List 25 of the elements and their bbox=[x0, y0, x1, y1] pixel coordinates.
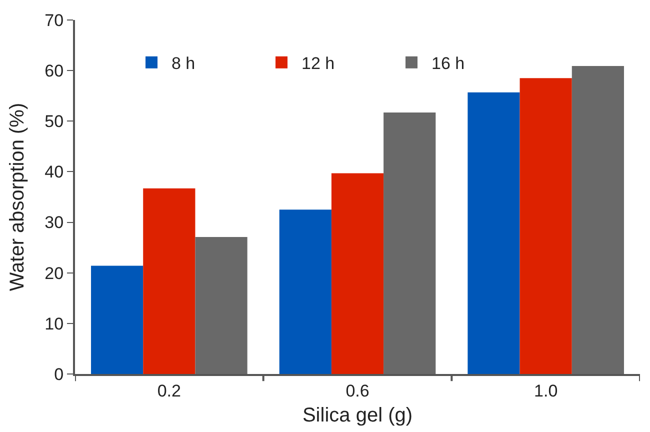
legend-label: 8 h bbox=[172, 54, 196, 73]
bar bbox=[279, 210, 332, 374]
bar bbox=[195, 236, 248, 374]
y-tick-label: 70 bbox=[44, 10, 64, 30]
y-tick-label: 30 bbox=[44, 213, 64, 232]
bar bbox=[520, 78, 572, 374]
y-tick-label: 50 bbox=[44, 112, 64, 132]
bar bbox=[468, 92, 520, 374]
x-tick-label: 1.0 bbox=[534, 381, 558, 400]
bar bbox=[91, 266, 144, 374]
bar bbox=[572, 66, 624, 374]
y-tick-label: 40 bbox=[44, 162, 64, 182]
bar bbox=[384, 112, 436, 374]
y-tick-label: 0 bbox=[54, 364, 64, 384]
bar bbox=[331, 173, 384, 374]
y-tick-label: 20 bbox=[44, 264, 64, 283]
legend-label: 12 h bbox=[302, 54, 335, 73]
x-tick-label: 0.2 bbox=[157, 381, 181, 400]
x-tick-label: 0.6 bbox=[346, 381, 370, 400]
y-tick-label: 10 bbox=[44, 314, 64, 334]
bar bbox=[143, 188, 196, 374]
x-axis-title: Silica gel (g) bbox=[302, 404, 413, 426]
y-tick-label: 60 bbox=[44, 62, 64, 81]
legend-label: 16 h bbox=[432, 54, 465, 73]
y-axis-title: Water absorption (%) bbox=[6, 102, 29, 292]
